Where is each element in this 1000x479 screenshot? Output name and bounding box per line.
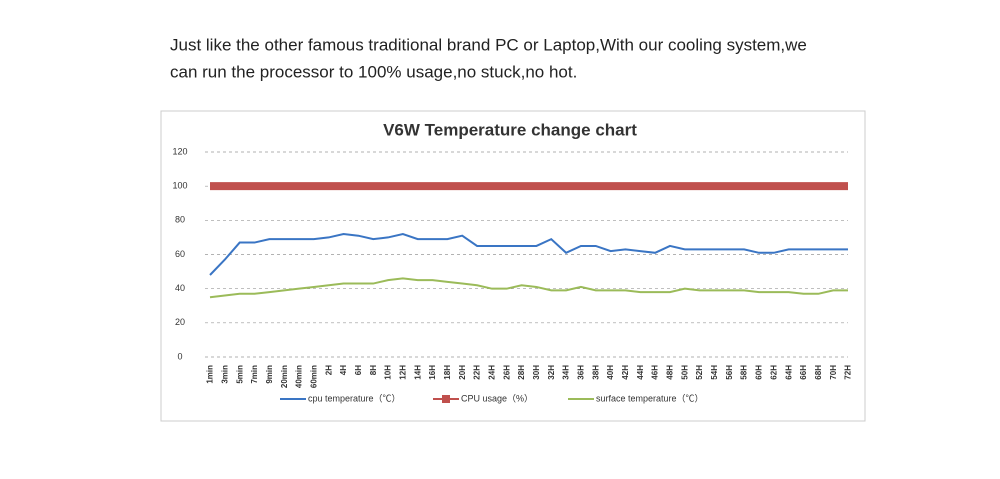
x-tick-label: 60min <box>309 365 318 388</box>
x-tick-label: 68H <box>814 365 823 380</box>
x-tick-label: 38H <box>591 365 600 380</box>
x-tick-label: 1min <box>206 365 215 384</box>
x-tick-label: 54H <box>710 365 719 380</box>
chart-frame <box>160 110 866 422</box>
x-tick-label: 40H <box>606 365 615 380</box>
legend-label: cpu temperature（℃） <box>308 393 401 403</box>
x-tick-label: 3min <box>220 365 229 384</box>
legend-marker <box>442 395 450 403</box>
x-tick-label: 32H <box>547 365 556 380</box>
intro-line: Just like the other famous traditional b… <box>170 35 807 54</box>
x-tick-label: 44H <box>636 365 645 380</box>
x-tick-label: 6H <box>354 365 363 375</box>
x-tick-label: 26H <box>502 365 511 380</box>
data-line <box>209 232 848 276</box>
x-tick-label: 30H <box>532 365 541 380</box>
intro-line: can run the processor to 100% usage,no s… <box>170 62 577 81</box>
x-tick-label: 9min <box>265 365 274 384</box>
y-tick-label: 80 <box>175 215 185 225</box>
x-tick-label: 24H <box>488 365 497 380</box>
x-tick-label: 52H <box>695 365 704 380</box>
x-tick-label: 20min <box>280 365 289 388</box>
y-tick-label: 120 <box>172 146 187 156</box>
x-tick-label: 60H <box>755 365 764 380</box>
y-tick-label: 20 <box>175 317 185 327</box>
x-tick-label: 40min <box>295 365 304 388</box>
x-tick-label: 42H <box>621 365 630 380</box>
x-tick-label: 2H <box>324 365 333 375</box>
y-tick-label: 40 <box>175 283 185 293</box>
x-tick-label: 14H <box>413 365 422 380</box>
x-tick-label: 4H <box>339 365 348 375</box>
x-tick-label: 22H <box>473 365 482 380</box>
x-tick-label: 28H <box>517 365 526 380</box>
x-tick-label: 66H <box>799 365 808 380</box>
x-tick-label: 48H <box>666 365 675 380</box>
x-tick-label: 62H <box>769 365 778 380</box>
x-tick-label: 46H <box>651 365 660 380</box>
x-tick-label: 16H <box>428 365 437 380</box>
x-tick-label: 70H <box>829 365 838 380</box>
x-tick-label: 18H <box>443 365 452 380</box>
y-tick-label: 0 <box>177 351 182 361</box>
x-tick-label: 56H <box>725 365 734 380</box>
x-tick-label: 64H <box>784 365 793 380</box>
x-tick-label: 20H <box>458 365 467 380</box>
x-tick-label: 36H <box>577 365 586 380</box>
x-tick-label: 72H <box>844 365 853 380</box>
x-tick-label: 10H <box>384 365 393 380</box>
y-tick-label: 100 <box>172 181 187 191</box>
data-line <box>209 277 848 299</box>
x-tick-label: 7min <box>250 365 259 384</box>
legend-label: CPU usage（%） <box>461 393 533 403</box>
x-tick-label: 50H <box>680 365 689 380</box>
x-tick-label: 5min <box>235 365 244 384</box>
legend-label: surface temperature（℃） <box>596 393 704 403</box>
x-tick-label: 58H <box>740 365 749 380</box>
x-tick-label: 12H <box>398 365 407 380</box>
chart-title: V6W Temperature change chart <box>383 120 637 139</box>
x-tick-label: 34H <box>562 365 571 380</box>
x-tick-label: 8H <box>369 365 378 375</box>
y-tick-label: 60 <box>175 249 185 259</box>
